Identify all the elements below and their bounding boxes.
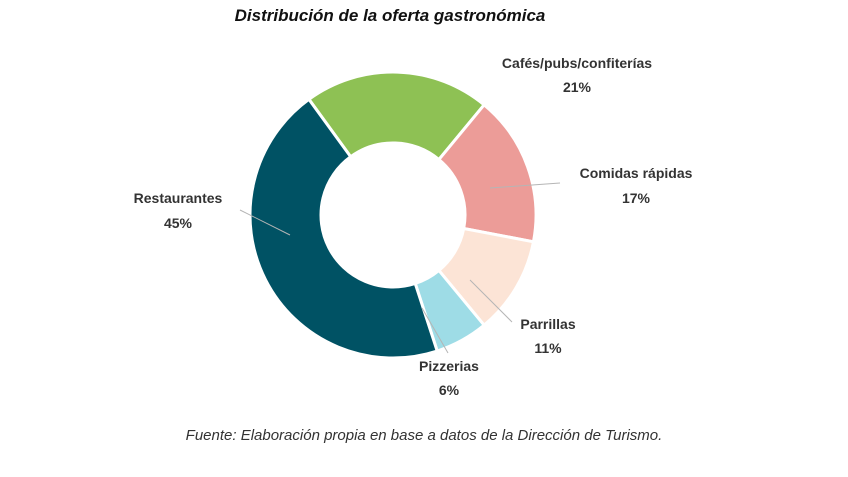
chart-title: Distribución de la oferta gastronómica xyxy=(234,6,546,25)
slice-value-label-1: 17% xyxy=(622,190,651,206)
slice-value-label-3: 6% xyxy=(439,382,460,398)
slice-labels: Cafés/pubs/confiterías 21% Comidas rápidas… xyxy=(134,55,693,398)
source-caption: Fuente: Elaboración propia en base a dat… xyxy=(185,427,663,444)
slice-label-3: Pizzerias xyxy=(419,358,479,374)
leader-line-2 xyxy=(469,279,513,323)
slice-label-1: Comidas rápidas xyxy=(580,165,693,181)
donut-slice-1 xyxy=(436,102,538,244)
leader-line-1 xyxy=(489,182,561,189)
donut-slice-4 xyxy=(248,97,440,360)
leader-line-4 xyxy=(239,209,291,236)
donut-slice-0 xyxy=(306,70,487,162)
slice-value-label-0: 21% xyxy=(563,79,592,95)
slice-label-2: Parrillas xyxy=(520,316,575,332)
slice-label-0: Cafés/pubs/confiterías xyxy=(502,55,652,71)
leader-line-3 xyxy=(421,307,449,354)
donut-slices xyxy=(248,70,538,360)
slice-label-4: Restaurantes xyxy=(134,190,223,206)
slice-value-label-2: 11% xyxy=(534,340,562,356)
slice-value-label-4: 45% xyxy=(164,215,193,231)
leader-lines xyxy=(239,182,561,354)
